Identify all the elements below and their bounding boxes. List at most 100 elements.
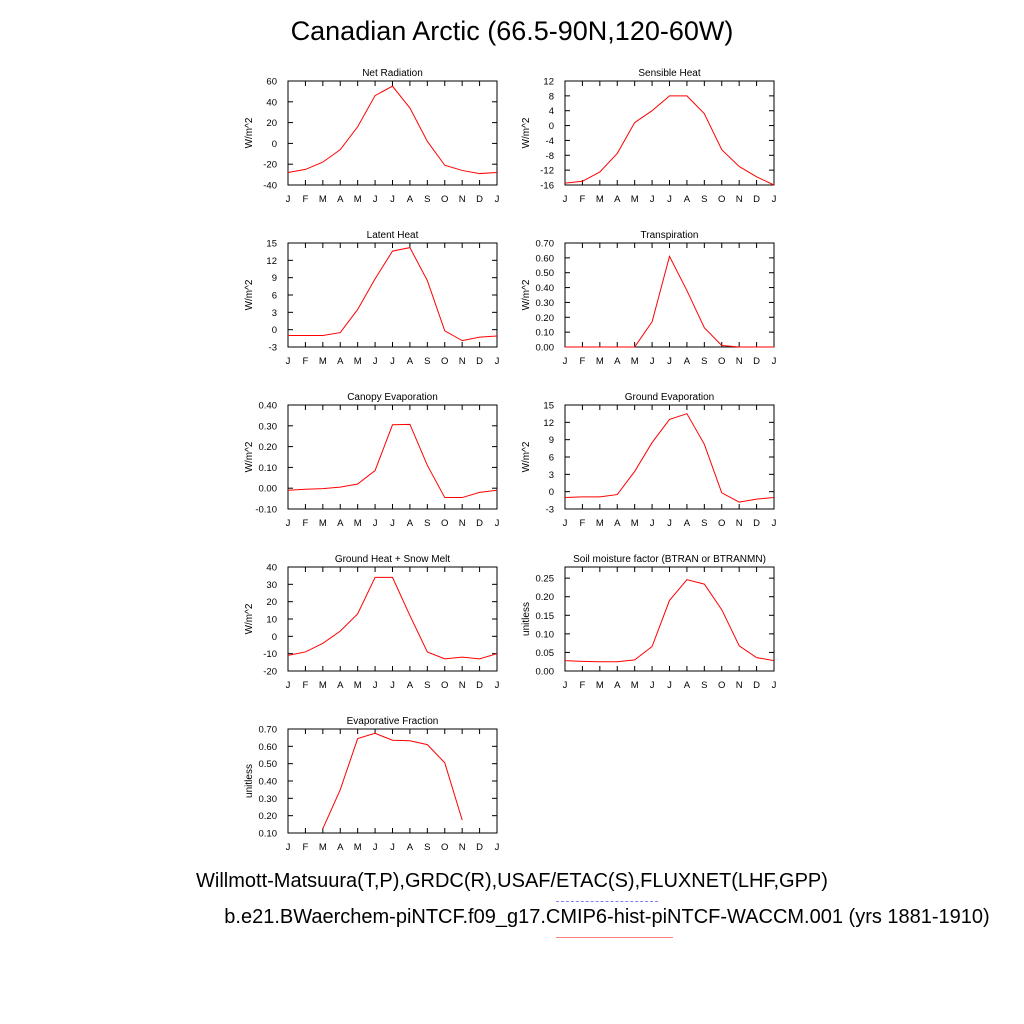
plot-frame xyxy=(287,242,498,348)
x-tick-label: D xyxy=(753,680,760,691)
y-tick-label: -12 xyxy=(540,166,554,177)
x-tick-label: A xyxy=(684,680,691,691)
x-tick-label: M xyxy=(631,194,639,205)
panel-title: Latent Heat xyxy=(367,230,419,241)
plot-frame xyxy=(564,566,775,672)
x-tick-label: J xyxy=(772,356,777,367)
y-tick-label: -8 xyxy=(546,151,554,162)
x-tick-label: A xyxy=(337,680,344,691)
y-tick-label: -20 xyxy=(263,667,277,678)
y-axis-label: W/m^2 xyxy=(244,117,255,148)
x-tick-label: O xyxy=(718,356,725,367)
x-tick-label: D xyxy=(476,680,483,691)
x-tick-label: M xyxy=(596,680,604,691)
y-tick-label: 0 xyxy=(549,121,554,132)
y-tick-label: 0 xyxy=(549,487,554,498)
series-line xyxy=(322,732,463,829)
x-tick-label: N xyxy=(459,680,466,691)
y-tick-label: 9 xyxy=(549,435,554,446)
x-tick-label: J xyxy=(563,680,568,691)
y-tick-label: 40 xyxy=(266,563,277,574)
x-tick-label: M xyxy=(354,680,362,691)
x-tick-label: J xyxy=(563,194,568,205)
y-tick-label: 0.20 xyxy=(536,313,555,324)
x-tick-label: F xyxy=(303,680,309,691)
y-tick-label: -16 xyxy=(540,181,554,192)
x-tick-label: A xyxy=(614,518,621,529)
x-tick-label: D xyxy=(753,356,760,367)
y-tick-label: 0.30 xyxy=(259,794,278,805)
plot-frame xyxy=(564,242,775,348)
x-tick-label: J xyxy=(373,518,378,529)
y-axis-label: W/m^2 xyxy=(244,441,255,472)
x-tick-label: A xyxy=(407,518,414,529)
y-tick-label: 0.20 xyxy=(259,442,278,453)
x-tick-label: O xyxy=(441,842,448,853)
x-tick-label: A xyxy=(407,842,414,853)
y-tick-label: 0.50 xyxy=(259,759,278,770)
y-tick-label: 0.00 xyxy=(259,484,278,495)
x-tick-label: J xyxy=(650,356,655,367)
y-tick-label: 0.50 xyxy=(536,268,555,279)
x-tick-label: J xyxy=(650,680,655,691)
x-tick-label: O xyxy=(441,518,448,529)
y-axis-label: W/m^2 xyxy=(521,279,532,310)
y-tick-label: -10 xyxy=(263,649,277,660)
x-tick-label: O xyxy=(718,518,725,529)
y-tick-label: 30 xyxy=(266,580,277,591)
x-tick-label: M xyxy=(596,356,604,367)
y-tick-label: 9 xyxy=(272,273,277,284)
x-tick-label: D xyxy=(476,356,483,367)
x-tick-label: A xyxy=(337,518,344,529)
y-axis-label: W/m^2 xyxy=(244,279,255,310)
x-tick-label: A xyxy=(614,194,621,205)
y-tick-label: 0 xyxy=(272,325,277,336)
caption-case-name: b.e21.BWaerchem-piNTCF.f09_g17.CMIP6-his… xyxy=(224,906,990,928)
x-tick-label: A xyxy=(337,356,344,367)
series-line xyxy=(564,95,775,186)
y-tick-label: 12 xyxy=(266,256,277,267)
x-tick-label: J xyxy=(495,680,500,691)
x-tick-label: J xyxy=(495,194,500,205)
x-tick-label: M xyxy=(319,680,327,691)
x-tick-label: J xyxy=(667,356,672,367)
series-line xyxy=(564,413,775,503)
y-tick-label: 0.40 xyxy=(259,777,278,788)
y-tick-label: 0.10 xyxy=(259,463,278,474)
y-tick-label: 3 xyxy=(272,308,277,319)
x-tick-label: J xyxy=(390,194,395,205)
x-tick-label: J xyxy=(390,356,395,367)
x-tick-label: F xyxy=(303,194,309,205)
y-tick-label: 6 xyxy=(272,291,277,302)
x-tick-label: O xyxy=(718,680,725,691)
x-tick-label: N xyxy=(736,680,743,691)
y-tick-label: 6 xyxy=(549,453,554,464)
x-tick-label: S xyxy=(424,680,430,691)
x-tick-label: A xyxy=(337,194,344,205)
y-tick-label: 0.10 xyxy=(536,328,555,339)
plot-frame xyxy=(564,404,775,510)
x-tick-label: D xyxy=(753,518,760,529)
y-tick-label: 8 xyxy=(549,91,554,102)
y-tick-label: -0.10 xyxy=(255,505,277,516)
x-tick-label: M xyxy=(354,518,362,529)
x-tick-label: F xyxy=(580,518,586,529)
plot-frame xyxy=(287,728,498,834)
x-tick-label: J xyxy=(650,194,655,205)
x-tick-label: J xyxy=(650,518,655,529)
x-tick-label: N xyxy=(459,518,466,529)
x-tick-label: S xyxy=(424,194,430,205)
y-tick-label: 0.70 xyxy=(259,725,278,736)
y-tick-label: 0 xyxy=(272,632,277,643)
series-line xyxy=(287,576,498,660)
x-tick-label: S xyxy=(424,842,430,853)
caption-dashed-rule xyxy=(556,901,658,902)
y-tick-label: 3 xyxy=(549,470,554,481)
caption-solid-rule xyxy=(556,937,673,938)
plot-frame xyxy=(287,404,498,510)
x-tick-label: M xyxy=(354,194,362,205)
